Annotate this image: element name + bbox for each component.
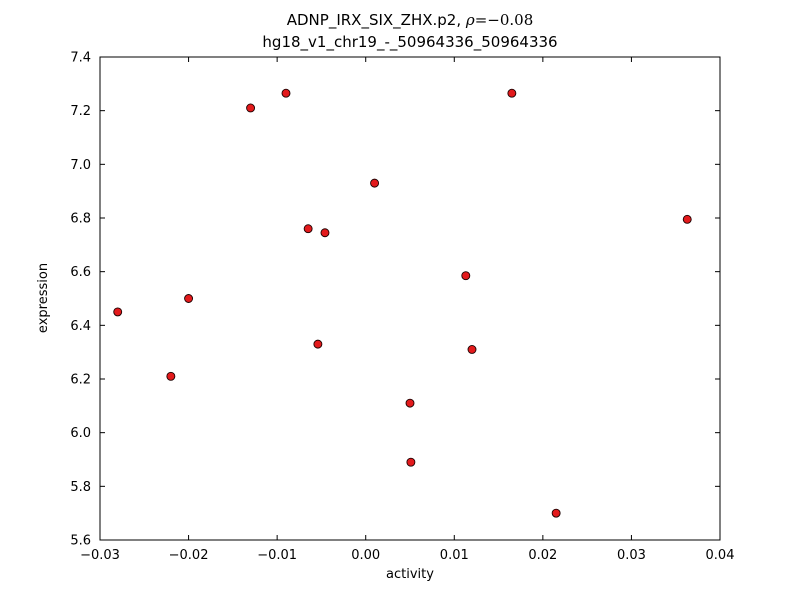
data-point bbox=[313, 339, 323, 349]
data-point bbox=[682, 214, 692, 224]
x-tick-label: 0.03 bbox=[617, 548, 646, 563]
x-tick-label: 0.01 bbox=[440, 548, 469, 563]
chart-title: ADNP_IRX_SIX_ZHX.p2, ρ=−0.08 bbox=[287, 11, 534, 30]
y-tick-label: 7.2 bbox=[70, 104, 91, 119]
y-tick-label: 5.8 bbox=[70, 480, 91, 495]
chart-title-prefix: ADNP_IRX_SIX_ZHX.p2, bbox=[287, 11, 466, 30]
y-tick-label: 7.0 bbox=[70, 158, 91, 173]
data-point bbox=[406, 457, 416, 467]
y-tick-label: 5.6 bbox=[70, 534, 91, 549]
data-point bbox=[405, 398, 415, 408]
x-tick-label: 0.04 bbox=[706, 548, 735, 563]
data-point bbox=[320, 228, 330, 238]
x-tick-label: 0.00 bbox=[351, 548, 380, 563]
y-tick-label: 6.6 bbox=[70, 265, 91, 280]
x-axis-label: activity bbox=[386, 567, 434, 582]
data-point bbox=[467, 345, 477, 354]
x-tick-label: −0.02 bbox=[169, 548, 209, 563]
chart-title-rho: ρ bbox=[465, 11, 475, 29]
data-point bbox=[507, 88, 517, 98]
data-point bbox=[551, 508, 561, 518]
data-point bbox=[184, 294, 194, 303]
y-tick-label: 6.2 bbox=[70, 373, 91, 388]
x-tick-label: 0.02 bbox=[528, 548, 557, 563]
data-point bbox=[113, 307, 123, 317]
x-tick-label: −0.03 bbox=[80, 548, 120, 563]
y-tick-label: 6.4 bbox=[70, 319, 91, 334]
data-point bbox=[166, 371, 176, 381]
data-point bbox=[281, 88, 291, 98]
chart-title-corr: =−0.08 bbox=[475, 11, 534, 29]
y-tick-label: 6.8 bbox=[70, 212, 91, 227]
data-point bbox=[303, 224, 313, 234]
axes-frame bbox=[99, 56, 721, 541]
x-tick-label: −0.01 bbox=[257, 548, 297, 563]
y-tick-label: 6.0 bbox=[70, 426, 91, 441]
y-tick-label: 7.4 bbox=[70, 51, 91, 66]
data-point bbox=[246, 103, 256, 113]
data-point bbox=[370, 178, 380, 188]
chart-subtitle: hg18_v1_chr19_-_50964336_50964336 bbox=[262, 33, 557, 52]
y-axis-label: expression bbox=[36, 263, 51, 333]
data-point bbox=[461, 271, 471, 281]
